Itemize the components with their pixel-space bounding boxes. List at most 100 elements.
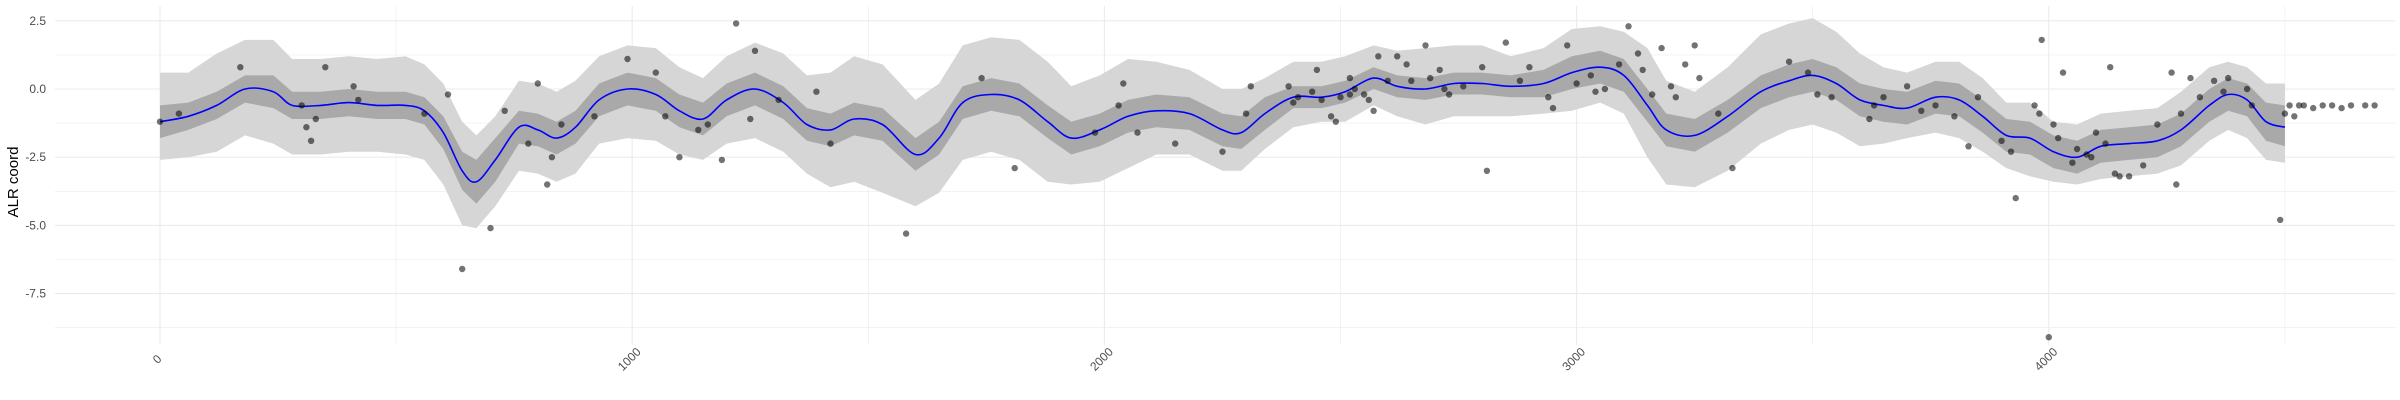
- data-point: [544, 181, 551, 188]
- data-point: [1115, 102, 1122, 109]
- data-point: [1729, 164, 1736, 172]
- data-point: [2007, 148, 2015, 155]
- data-point: [501, 107, 508, 115]
- data-point: [1427, 74, 1434, 82]
- data-point: [1483, 167, 1491, 174]
- data-point: [487, 224, 494, 232]
- data-point: [1918, 107, 1925, 115]
- data-point: [1346, 74, 1354, 82]
- data-point: [662, 113, 669, 120]
- data-point: [1422, 42, 1429, 49]
- data-point: [1445, 91, 1453, 98]
- data-point: [1526, 63, 1533, 71]
- data-point: [2050, 121, 2057, 128]
- data-point: [1460, 83, 1467, 90]
- data-point: [2319, 102, 2326, 109]
- data-point: [2187, 74, 2194, 82]
- data-point: [1587, 72, 1595, 79]
- data-point: [676, 154, 683, 161]
- y-axis-title: ALR coord: [5, 147, 22, 218]
- data-point: [2300, 102, 2307, 109]
- data-point: [2177, 110, 2185, 117]
- data-point: [1639, 66, 1646, 74]
- data-point: [2168, 69, 2175, 76]
- data-point: [2116, 173, 2123, 180]
- data-point: [1351, 85, 1358, 93]
- data-point: [747, 115, 754, 123]
- data-point: [1601, 85, 1609, 93]
- data-point: [2225, 74, 2232, 82]
- data-point: [2107, 63, 2114, 71]
- data-point: [307, 137, 315, 144]
- data-point: [2036, 110, 2043, 117]
- data-point: [558, 121, 565, 128]
- data-point: [624, 55, 631, 63]
- data-point: [1615, 61, 1623, 68]
- data-point: [1672, 94, 1680, 101]
- data-point: [1545, 94, 1552, 101]
- y-tick-label: -5.0: [25, 218, 46, 232]
- data-point: [695, 126, 702, 134]
- data-point: [2059, 69, 2067, 76]
- data-point: [1828, 94, 1835, 101]
- data-point: [303, 124, 310, 131]
- data-point: [1091, 129, 1099, 136]
- x-tick-label: 0: [150, 352, 165, 367]
- data-point: [548, 154, 556, 161]
- data-point: [1375, 53, 1382, 60]
- data-point: [1516, 77, 1524, 85]
- data-point: [534, 80, 541, 87]
- data-point: [355, 96, 362, 104]
- data-point: [2154, 121, 2161, 128]
- data-point: [1870, 102, 1878, 109]
- data-point: [1804, 69, 1812, 76]
- data-point: [718, 156, 726, 164]
- data-point: [813, 88, 820, 95]
- data-point: [827, 140, 834, 147]
- data-point: [1360, 91, 1368, 98]
- data-point: [2328, 102, 2336, 109]
- data-point: [1649, 91, 1656, 98]
- data-point: [2069, 159, 2076, 166]
- data-point: [1436, 66, 1443, 74]
- x-tick-label: 2000: [1087, 345, 1116, 374]
- data-point: [1634, 50, 1642, 57]
- data-point: [312, 115, 319, 123]
- data-point: [1384, 77, 1391, 85]
- data-point: [1658, 44, 1665, 52]
- data-point: [1974, 94, 1982, 101]
- data-point: [298, 102, 305, 109]
- data-point: [2055, 134, 2062, 142]
- data-point: [1327, 113, 1335, 120]
- data-point: [2210, 77, 2218, 85]
- data-point: [2248, 102, 2255, 109]
- x-tick-labels: 0 1000 2000 3000 4000: [150, 345, 2061, 374]
- data-point: [1318, 96, 1325, 104]
- data-point: [1247, 83, 1255, 90]
- data-point: [2277, 216, 2284, 224]
- data-point: [2243, 85, 2251, 93]
- data-point: [1932, 102, 1939, 109]
- data-point: [1564, 42, 1571, 49]
- data-point: [1715, 110, 1722, 117]
- data-point: [156, 118, 164, 125]
- data-point: [2281, 110, 2289, 117]
- data-point: [350, 83, 357, 90]
- data-point: [751, 47, 759, 54]
- x-tick-label: 3000: [1559, 345, 1588, 374]
- y-tick-label: -7.5: [25, 287, 46, 301]
- data-point: [2031, 102, 2038, 109]
- data-point: [1403, 61, 1410, 68]
- data-point: [1313, 66, 1321, 74]
- data-point: [775, 96, 782, 104]
- data-point: [459, 265, 466, 273]
- data-point: [1370, 107, 1377, 115]
- data-point: [1549, 104, 1557, 112]
- data-point: [2347, 102, 2355, 109]
- data-point: [2338, 104, 2345, 112]
- data-point: [1309, 88, 1316, 95]
- data-point: [2038, 36, 2045, 44]
- data-point: [1294, 94, 1302, 101]
- data-point: [1880, 94, 1887, 101]
- data-point: [2196, 94, 2204, 101]
